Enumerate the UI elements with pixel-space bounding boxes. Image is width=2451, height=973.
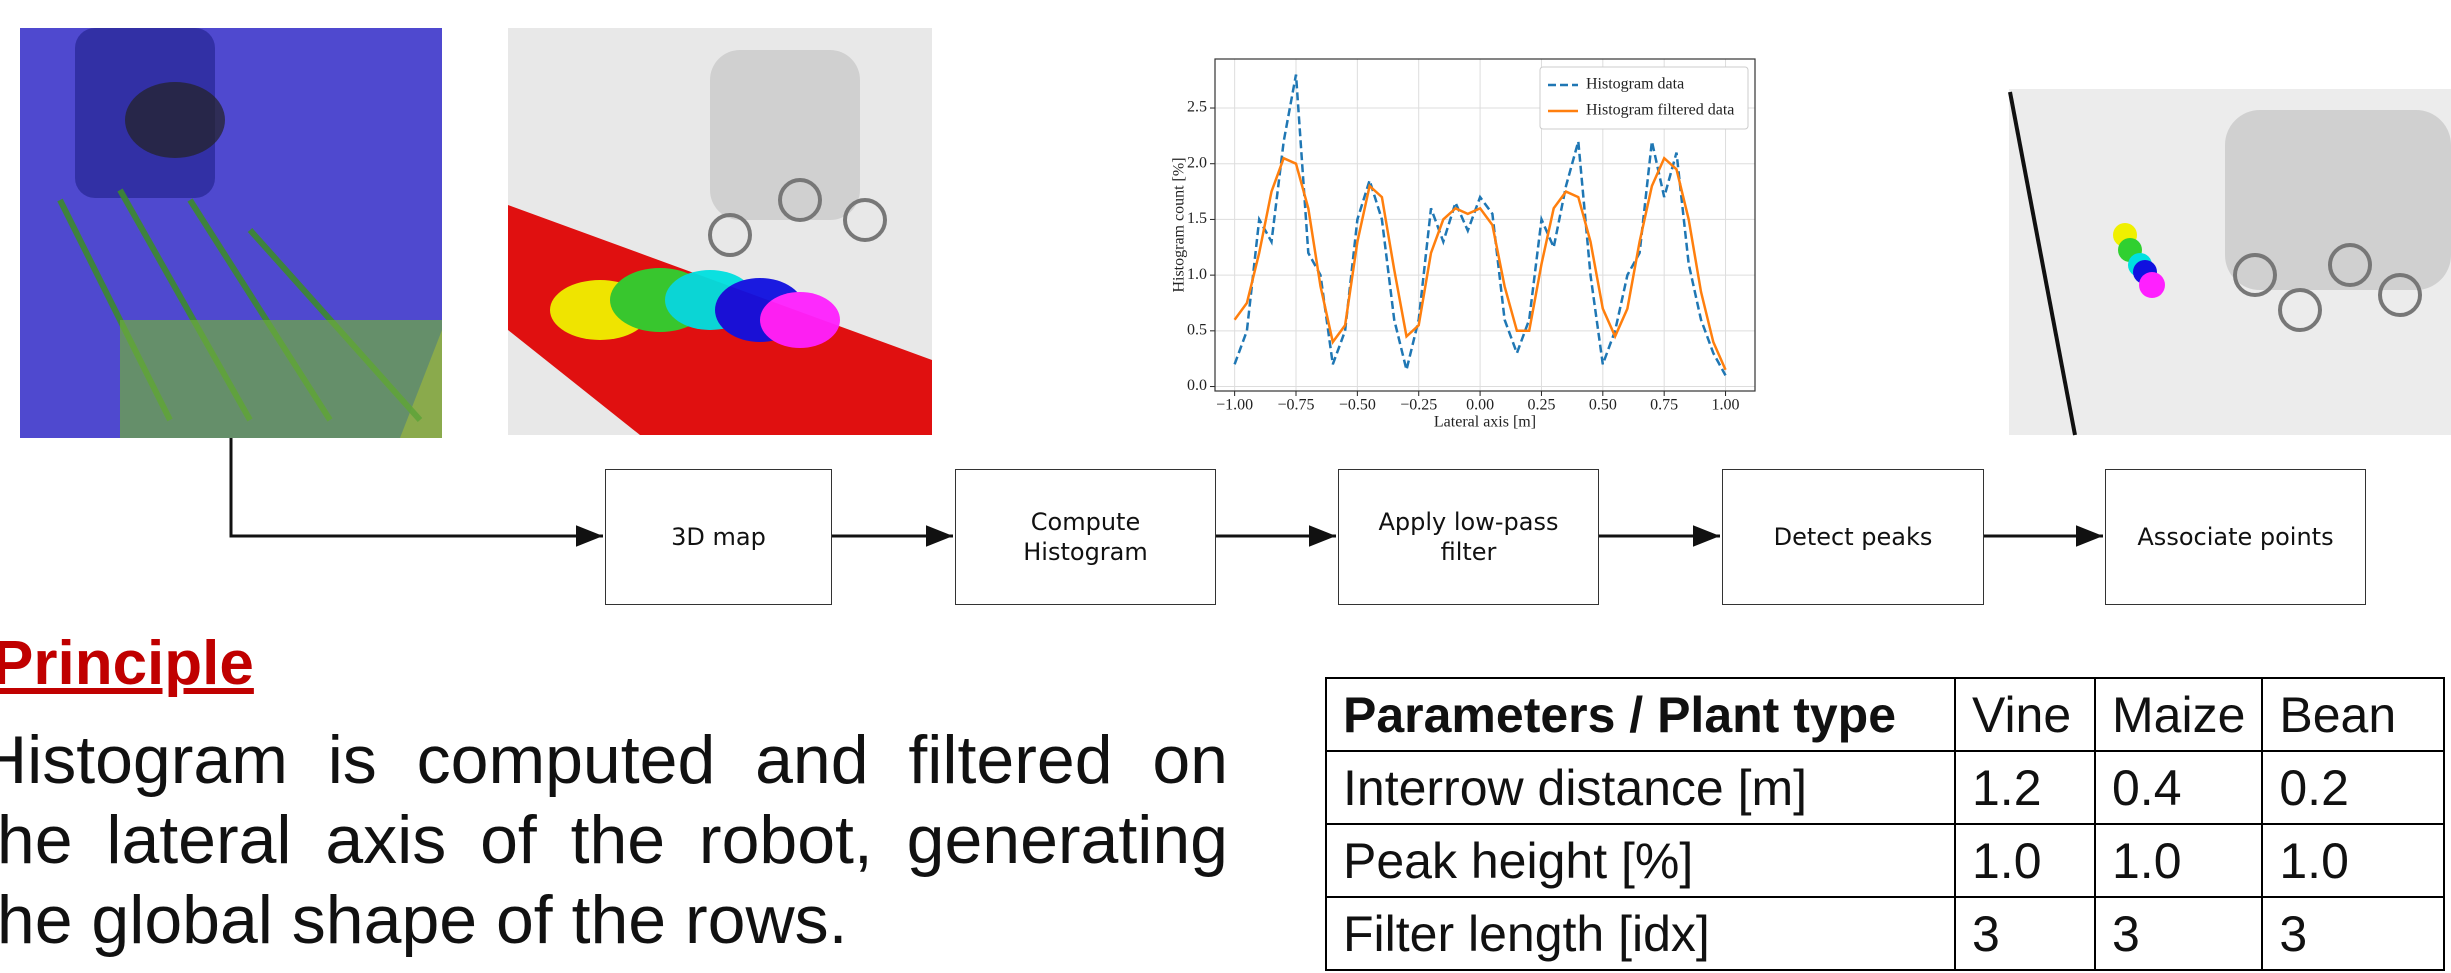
table-cell: Filter length [idx] [1325, 896, 1956, 971]
header-cell: Bean [2261, 677, 2446, 752]
table-cell: 1.2 [1954, 750, 2096, 825]
table-cell: 0.2 [2261, 750, 2446, 825]
flow-node: Detect peaks [1722, 469, 1984, 605]
peaks-image [2008, 89, 2451, 436]
header-cell: Maize [2093, 677, 2264, 752]
node-label: Associate points [2137, 523, 2334, 551]
table-row: Peak height [%] 1.0 1.0 1.0 [1325, 823, 2446, 898]
table-row: Interrow distance [m] 1.2 0.4 0.2 [1325, 750, 2446, 825]
x-tick-label: −1.00 [1216, 397, 1253, 414]
x-tick-label: −0.75 [1277, 397, 1314, 414]
flow-node: Associate points [2105, 469, 2366, 605]
table-row: Parameters / Plant type Vine Maize Bean [1325, 677, 2446, 752]
plot-frame [1214, 58, 1756, 392]
y-tick-label: 1.5 [1187, 210, 1207, 227]
header-cell: Vine [1954, 677, 2096, 752]
x-tick-label: 0.75 [1650, 397, 1678, 414]
legend-label: Histogram filtered data [1586, 102, 1734, 119]
flow-node: Compute Histogram [955, 469, 1216, 605]
flow-node: 3D map [605, 469, 832, 605]
table-cell: 3 [2093, 896, 2264, 971]
node-label: Apply low-pass filter [1378, 508, 1559, 566]
table-cell: 1.0 [2093, 823, 2264, 898]
y-axis-label: Histogram count [%] [1171, 157, 1188, 292]
flow-node: Apply low-pass filter [1338, 469, 1599, 605]
x-tick-label: 1.00 [1712, 397, 1740, 414]
x-axis-label: Lateral axis [m] [1434, 414, 1536, 431]
table-cell: 0.4 [2093, 750, 2264, 825]
legend-label: Histogram data [1586, 76, 1684, 93]
paragraph: Histogram is computed and filtered on th… [0, 722, 1228, 958]
legend-box [1539, 66, 1749, 130]
x-tick-label: 0.25 [1527, 397, 1555, 414]
header-cell: Parameters / Plant type [1325, 677, 1956, 752]
table-cell: 3 [1954, 896, 2096, 971]
x-tick-label: −0.50 [1339, 397, 1376, 414]
table-cell: Peak height [%] [1325, 823, 1956, 898]
field-image [20, 28, 442, 438]
x-tick-label: 0.50 [1589, 397, 1617, 414]
y-tick-label: 0.5 [1187, 322, 1207, 339]
parameter-table: Parameters / Plant type Vine Maize Bean Inte… [1325, 677, 2446, 971]
pointcloud-image [508, 28, 932, 435]
node-label: Compute Histogram [1023, 508, 1148, 566]
y-tick-label: 1.0 [1187, 266, 1207, 283]
table-row: Filter length [idx] 3 3 3 [1325, 896, 2446, 971]
series-line [1233, 156, 1727, 371]
y-tick-label: 0.0 [1187, 377, 1207, 394]
table-cell: 3 [2261, 896, 2446, 971]
x-tick-label: 0.00 [1466, 397, 1494, 414]
series-line [1233, 74, 1727, 376]
table-cell: 1.0 [1954, 823, 2096, 898]
flow-arrows [229, 438, 2103, 547]
table-cell: Interrow distance [m] [1325, 750, 1956, 825]
x-tick-label: −0.25 [1400, 397, 1437, 414]
y-tick-label: 2.0 [1187, 154, 1207, 171]
histogram-chart: −1.00 −0.75 −0.50 −0.25 0.00 0.25 0.50 0.75 1.00… [1165, 55, 1758, 435]
node-label: 3D map [671, 523, 766, 551]
section-heading: Principle [0, 629, 254, 698]
table-cell: 1.0 [2261, 823, 2446, 898]
y-tick-label: 2.5 [1187, 99, 1207, 116]
node-label: Detect peaks [1773, 523, 1933, 551]
